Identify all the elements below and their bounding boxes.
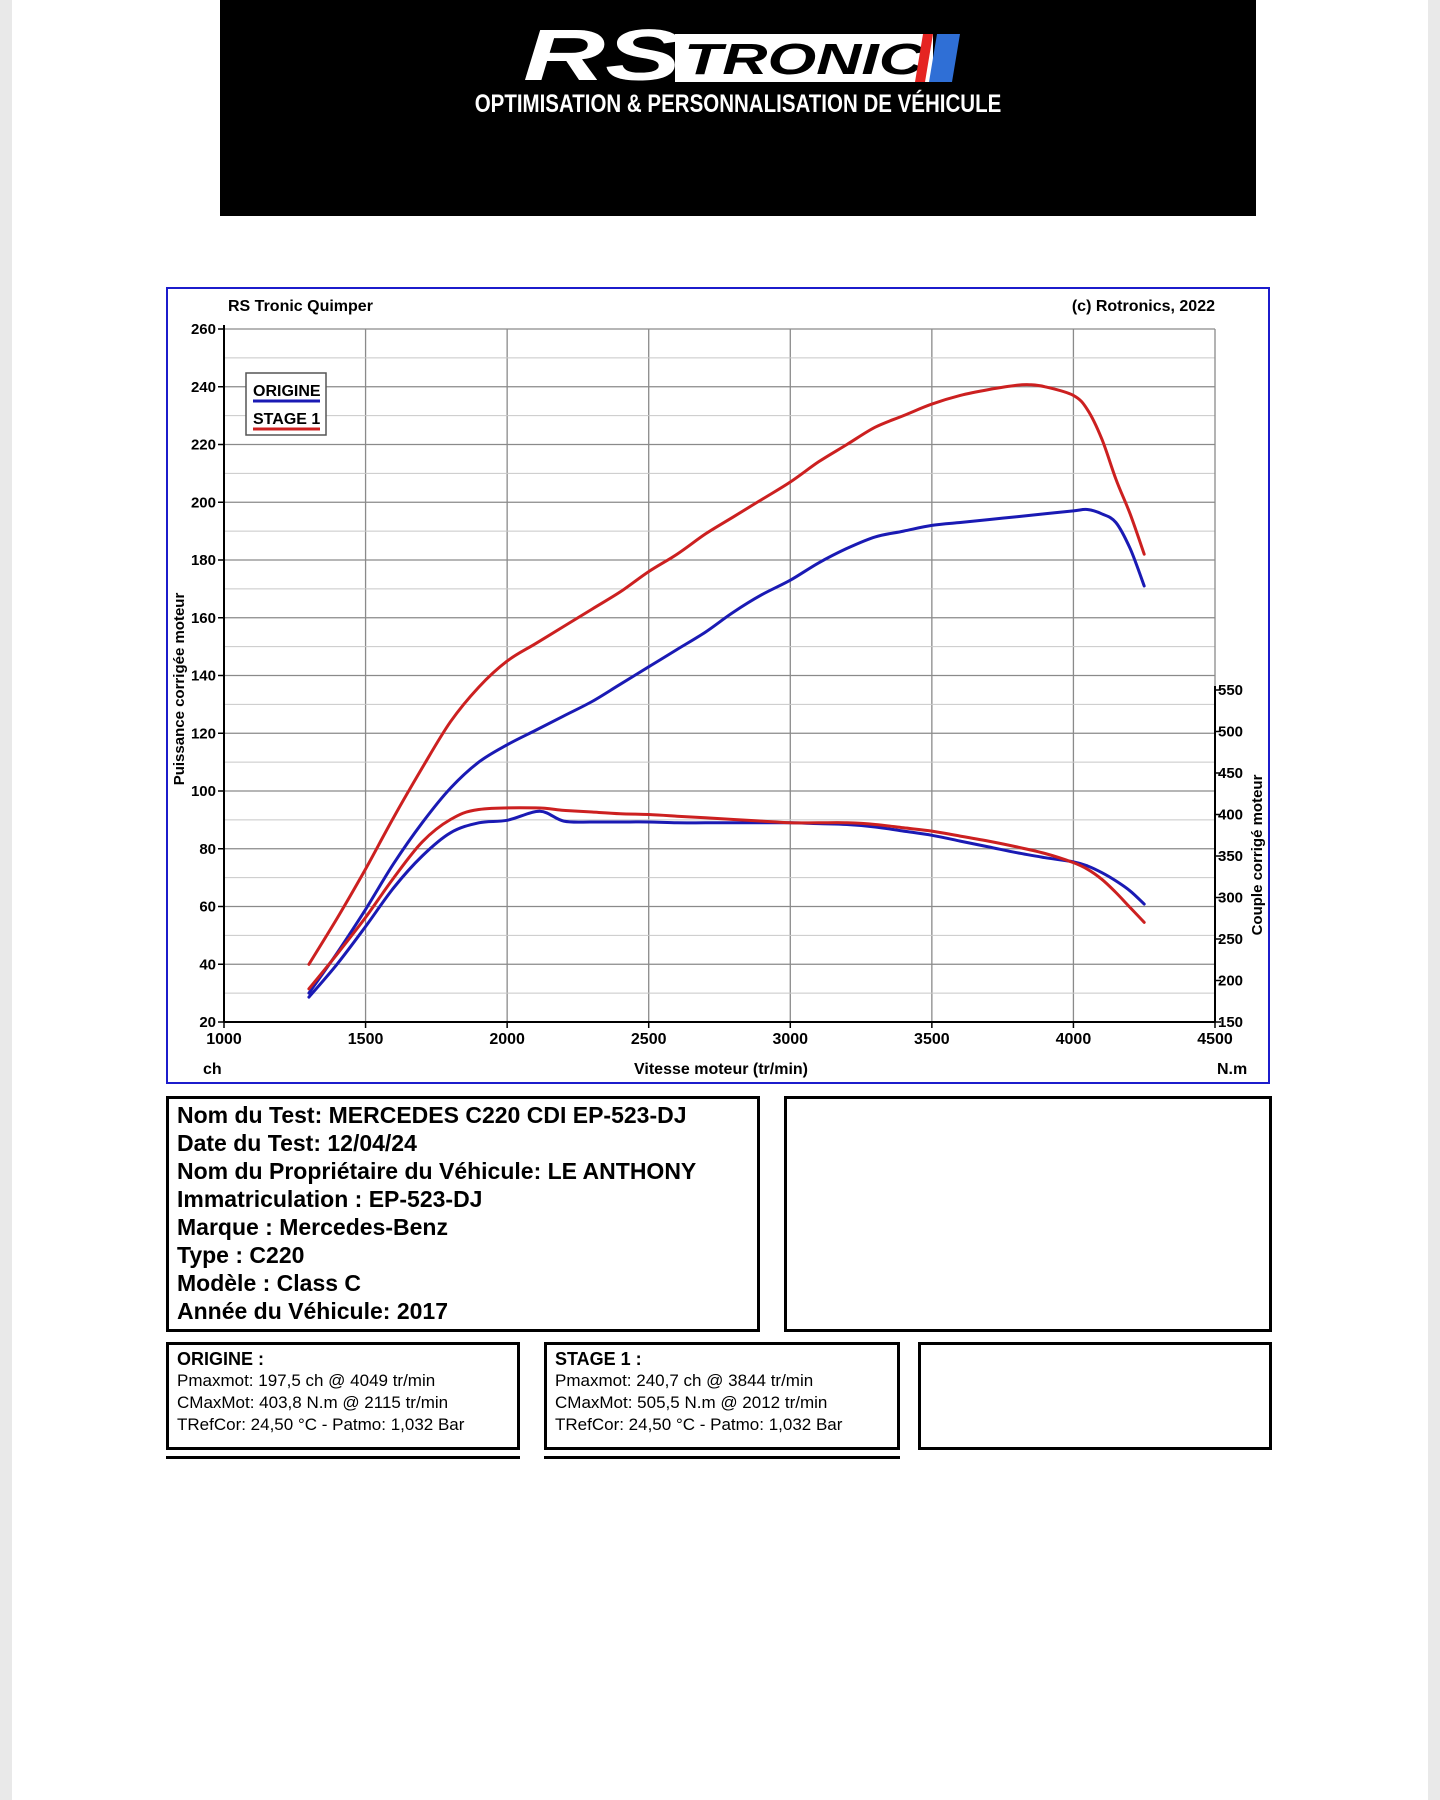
series-torque-stage1	[307, 806, 1146, 991]
stage1-cmax: CMaxMot: 505,5 N.m @ 2012 tr/min	[555, 1393, 828, 1412]
logo-blue-stripe	[929, 34, 960, 82]
stage1-title: STAGE 1 :	[555, 1349, 642, 1369]
origine-pmax: Pmaxmot: 197,5 ch @ 4049 tr/min	[177, 1371, 436, 1390]
chart-axes: 1000 1500 2000 2500 3000 3500 4000 4500 20 40 60 80…	[191, 321, 1243, 1048]
y-left-tick-label: 40	[199, 956, 216, 973]
y-left-tick-label: 240	[191, 379, 216, 396]
origine-underline	[166, 1456, 520, 1459]
stage1-results-box: STAGE 1 : Pmaxmot: 240,7 ch @ 3844 tr/mi…	[544, 1342, 900, 1450]
empty-panel-top	[784, 1096, 1272, 1332]
series-power-stage1	[307, 383, 1146, 966]
origine-results-box: ORIGINE : Pmaxmot: 197,5 ch @ 4049 tr/mi…	[166, 1342, 520, 1450]
y-left-tick-label: 60	[199, 899, 216, 916]
y-right-tick-label: 550	[1218, 682, 1243, 699]
y-right-tick-label: 500	[1218, 724, 1243, 741]
y-left-tick-label: 260	[191, 321, 216, 338]
y-right-tick-label: 250	[1218, 931, 1243, 948]
x-tick-label: 4000	[1056, 1031, 1092, 1048]
origine-tref: TRefCor: 24,50 °C - Patmo: 1,032 Bar	[177, 1415, 465, 1434]
y-left-tick-label: 140	[191, 668, 216, 685]
x-tick-label: 4500	[1197, 1031, 1233, 1048]
logo-tronic-bg	[675, 34, 933, 82]
legend-stage1: STAGE 1	[253, 411, 320, 428]
y-left-tick-label: 100	[191, 783, 216, 800]
dyno-chart: 1000 1500 2000 2500 3000 3500 4000 4500 20 40 60 80…	[171, 298, 1266, 1078]
y-right-tick-label: 200	[1218, 973, 1243, 990]
logo-rs: RS	[523, 22, 681, 92]
origine-title: ORIGINE :	[177, 1349, 265, 1369]
chart-series	[307, 383, 1146, 999]
brand-banner: RS TRONIC OPTIMISATION & PERSONNALISATIO…	[220, 0, 1256, 216]
y-left-tick-label: 160	[191, 610, 216, 627]
series-power-origine	[307, 507, 1146, 995]
rs-tronic-logo: RS TRONIC	[523, 22, 960, 92]
vehicle-type: Type : C220	[177, 1242, 305, 1268]
x-tick-label: 2500	[631, 1031, 667, 1048]
brand-tagline: OPTIMISATION & PERSONNALISATION DE VÉHIC…	[474, 90, 1002, 118]
test-info-box: Nom du Test: MERCEDES C220 CDI EP-523-DJ…	[166, 1096, 760, 1332]
y-right-tick-label: 300	[1218, 890, 1243, 907]
owner-name: Nom du Propriétaire du Véhicule: LE ANTH…	[177, 1158, 697, 1184]
y-left-tick-label: 80	[199, 841, 216, 858]
vehicle-year: Année du Véhicule: 2017	[177, 1298, 448, 1324]
registration: Immatriculation : EP-523-DJ	[177, 1186, 483, 1212]
origine-cmax: CMaxMot: 403,8 N.m @ 2115 tr/min	[177, 1393, 449, 1412]
logo-tronic: TRONIC	[684, 35, 926, 84]
y-right-tick-label: 450	[1218, 765, 1243, 782]
left-edge-shade	[0, 0, 12, 1800]
y-right-tick-label: 400	[1218, 807, 1243, 824]
model: Modèle : Class C	[177, 1270, 362, 1296]
y-left-tick-label: 120	[191, 725, 216, 742]
test-name: Nom du Test: MERCEDES C220 CDI EP-523-DJ	[177, 1102, 687, 1128]
y-left-tick-label: 220	[191, 437, 216, 454]
unit-right: N.m	[1217, 1061, 1247, 1078]
unit-left: ch	[203, 1061, 222, 1078]
y-axis-right-label: Couple corrigé moteur	[1249, 774, 1266, 935]
y-left-tick-label: 180	[191, 552, 216, 569]
y-axis-left-label: Puissance corrigée moteur	[171, 593, 188, 786]
stage1-pmax: Pmaxmot: 240,7 ch @ 3844 tr/min	[555, 1371, 814, 1390]
x-tick-label: 2000	[489, 1031, 525, 1048]
x-tick-label: 3500	[914, 1031, 950, 1048]
y-right-tick-label: 350	[1218, 848, 1243, 865]
series-torque-origine	[307, 809, 1146, 999]
stage1-tref: TRefCor: 24,50 °C - Patmo: 1,032 Bar	[555, 1415, 843, 1434]
x-axis-label: Vitesse moteur (tr/min)	[634, 1061, 808, 1078]
empty-panel-bottom	[918, 1342, 1272, 1450]
chart-grid	[224, 328, 1216, 1022]
legend-origine: ORIGINE	[253, 383, 321, 400]
right-edge-shade	[1428, 0, 1440, 1800]
y-left-tick-label: 20	[199, 1014, 216, 1031]
x-tick-label: 1500	[348, 1031, 384, 1048]
test-date: Date du Test: 12/04/24	[177, 1130, 417, 1156]
logo-red-stripe	[915, 34, 933, 82]
brand: Marque : Mercedes-Benz	[177, 1214, 448, 1240]
chart-header-left: RS Tronic Quimper	[228, 298, 373, 315]
legend-box	[245, 372, 327, 436]
chart-header-right: (c) Rotronics, 2022	[1072, 298, 1215, 315]
stage1-underline	[544, 1456, 900, 1459]
y-right-tick-label: 150	[1218, 1014, 1243, 1031]
x-tick-label: 1000	[206, 1031, 242, 1048]
x-tick-label: 3000	[772, 1031, 808, 1048]
y-left-tick-label: 200	[191, 494, 216, 511]
dyno-chart-frame: 1000 1500 2000 2500 3000 3500 4000 4500 20 40 60 80…	[166, 287, 1270, 1084]
legend: ORIGINE STAGE 1	[245, 372, 327, 436]
